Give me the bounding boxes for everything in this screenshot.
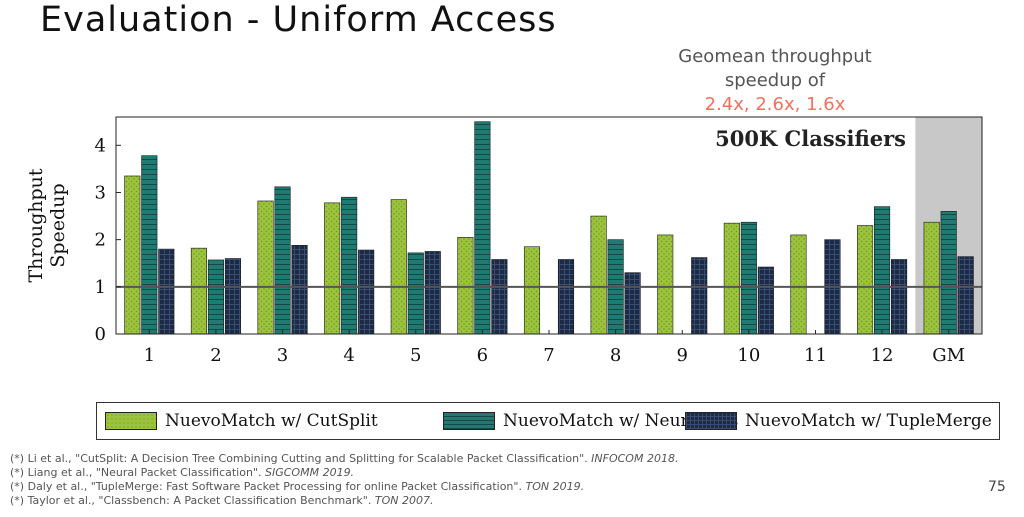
x-tick-label: 11 bbox=[804, 345, 827, 366]
x-tick-label: 5 bbox=[410, 345, 421, 366]
x-tick-label: 7 bbox=[543, 345, 554, 366]
bar-neurocuts-1 bbox=[141, 155, 158, 335]
y-axis-label-line-1: Throughput bbox=[25, 168, 47, 282]
x-tick-label: 4 bbox=[343, 345, 354, 366]
bar-cutsplit-7 bbox=[523, 246, 541, 335]
x-axis: 1 2 3 4 5 6 7 8 9 10 11 12 GM bbox=[144, 330, 965, 366]
references: (*) Li et al., "CutSplit: A Decision Tre… bbox=[10, 452, 910, 508]
legend-label-cutsplit: NuevoMatch w/ CutSplit bbox=[165, 411, 378, 431]
bar-cutsplit-9 bbox=[657, 234, 674, 335]
bar-neurocuts-6 bbox=[474, 121, 491, 335]
bar-cutsplit-5 bbox=[390, 199, 407, 335]
bar-tuplemerge-gm bbox=[957, 256, 974, 335]
y-tick-label: 4 bbox=[95, 135, 106, 156]
bar-tuplemerge-5 bbox=[424, 251, 441, 335]
bar-tuplemerge-6 bbox=[491, 259, 508, 335]
x-tick-label: 1 bbox=[144, 345, 155, 366]
bar-tuplemerge-3 bbox=[291, 245, 308, 335]
legend-label-neurocuts: NuevoMatch w/ NeuroCuts bbox=[503, 411, 739, 431]
bar-neurocuts-3 bbox=[274, 186, 291, 335]
bar-tuplemerge-4 bbox=[358, 249, 375, 335]
bar-tuplemerge-2 bbox=[224, 258, 241, 335]
y-tick-label: 1 bbox=[95, 277, 106, 298]
legend-swatch-cutsplit bbox=[105, 412, 157, 430]
bar-neurocuts-4 bbox=[341, 196, 358, 335]
x-tick-label: 6 bbox=[477, 345, 488, 366]
x-tick-label: 12 bbox=[871, 345, 894, 366]
x-tick-label: 10 bbox=[737, 345, 760, 366]
x-tick-label: 9 bbox=[677, 345, 688, 366]
slide-title: Evaluation - Uniform Access bbox=[40, 0, 557, 40]
legend-item-cutsplit: NuevoMatch w/ CutSplit bbox=[105, 410, 378, 432]
y-tick-label: 3 bbox=[95, 182, 106, 203]
y-axis-label-line-2: Speedup bbox=[47, 183, 69, 267]
geomean-callout: Geomean throughput speedup of 2.4x, 2.6x… bbox=[650, 45, 900, 117]
bars-group bbox=[124, 121, 974, 335]
legend-label-tuplemerge: NuevoMatch w/ TupleMerge bbox=[745, 411, 992, 431]
bar-cutsplit-11 bbox=[790, 234, 807, 335]
legend-item-tuplemerge: NuevoMatch w/ TupleMerge bbox=[685, 410, 992, 432]
reference-item: (*) Taylor et al., "Classbench: A Packet… bbox=[10, 494, 434, 507]
legend-item-neurocuts: NuevoMatch w/ NeuroCuts bbox=[443, 410, 738, 432]
y-tick-label: 2 bbox=[95, 230, 106, 251]
reference-item: (*) Liang et al., "Neural Packet Classif… bbox=[10, 466, 355, 479]
bar-tuplemerge-8 bbox=[624, 272, 641, 335]
y-tick-label: 0 bbox=[95, 324, 106, 345]
bar-cutsplit-8 bbox=[590, 215, 607, 335]
bar-cutsplit-12 bbox=[857, 225, 874, 335]
x-tick-label: 8 bbox=[610, 345, 621, 366]
bar-neurocuts-2 bbox=[207, 259, 224, 335]
callout-line-2: speedup of bbox=[724, 70, 826, 91]
bar-cutsplit-1 bbox=[124, 175, 141, 335]
bar-neurocuts-12 bbox=[874, 206, 891, 335]
bar-cutsplit-gm bbox=[923, 221, 940, 335]
bar-cutsplit-6 bbox=[457, 236, 474, 335]
legend-swatch-neurocuts bbox=[443, 412, 495, 430]
reference-item: (*) Li et al., "CutSplit: A Decision Tre… bbox=[10, 452, 679, 465]
bar-neurocuts-gm bbox=[940, 211, 957, 335]
chart-legend: NuevoMatch w/ CutSplit NuevoMatch w/ Neu… bbox=[96, 402, 1000, 440]
y-axis: 0 1 2 3 4 bbox=[95, 135, 121, 345]
reference-item: (*) Daly et al., "TupleMerge: Fast Softw… bbox=[10, 480, 585, 493]
bar-cutsplit-2 bbox=[190, 247, 207, 335]
bar-tuplemerge-9 bbox=[691, 257, 708, 335]
bar-cutsplit-4 bbox=[324, 202, 341, 335]
legend-swatch-tuplemerge bbox=[685, 412, 737, 430]
bar-neurocuts-5 bbox=[407, 252, 424, 335]
x-tick-label: GM bbox=[932, 345, 965, 366]
bar-neurocuts-10 bbox=[740, 221, 757, 335]
bar-cutsplit-3 bbox=[257, 200, 274, 335]
callout-line-1: Geomean throughput bbox=[678, 46, 872, 67]
x-tick-label: 2 bbox=[210, 345, 221, 366]
page-number: 75 bbox=[988, 479, 1006, 495]
bar-tuplemerge-1 bbox=[158, 248, 175, 335]
bar-tuplemerge-7 bbox=[557, 259, 575, 335]
bar-tuplemerge-12 bbox=[891, 259, 908, 335]
chart-annotation: 500K Classifiers bbox=[715, 126, 906, 151]
callout-highlight: 2.4x, 2.6x, 1.6x bbox=[704, 94, 846, 115]
bar-cutsplit-10 bbox=[723, 222, 740, 335]
x-tick-label: 3 bbox=[277, 345, 288, 366]
bar-tuplemerge-10 bbox=[757, 266, 774, 335]
